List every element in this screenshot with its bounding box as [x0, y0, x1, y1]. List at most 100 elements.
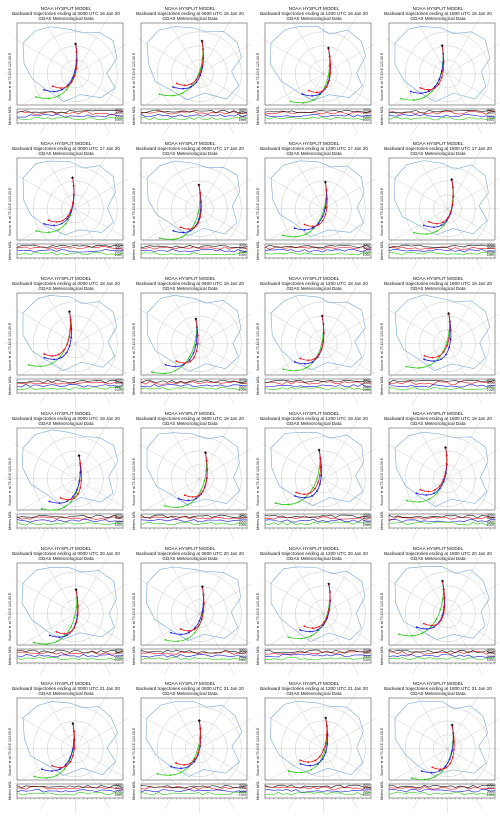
source-star-icon: ★	[326, 46, 330, 52]
height-line	[16, 518, 124, 523]
source-label: Source ★ at 75.10 E 123.00 E	[132, 52, 136, 101]
panel-header: NOAA HYSPLIT MODEL Backward trajectories …	[377, 546, 499, 561]
panel-title: Backward trajectories ending at 1800 UTC…	[384, 416, 492, 421]
height-tick: 1000	[486, 523, 494, 528]
height-tick: 4000	[238, 242, 246, 247]
height-tick: 4000	[114, 377, 122, 382]
trajectory-panel: NOAA HYSPLIT MODEL Backward trajectories …	[253, 141, 375, 273]
source-label: Source ★ at 75.10 E 123.00 E	[132, 322, 136, 371]
map-outline	[146, 160, 241, 237]
height-line	[388, 651, 496, 655]
source-label: Source ★ at 75.10 E 123.00 E	[132, 592, 136, 641]
height-line	[388, 791, 496, 796]
height-line	[264, 784, 372, 789]
height-tick-labels: 4000 3000 2000 1000	[233, 378, 246, 393]
height-tick-labels: 4000 3000 2000 1000	[357, 108, 370, 123]
height-tick: 2000	[486, 249, 494, 254]
height-line	[388, 521, 496, 526]
panel-header: NOAA HYSPLIT MODEL Backward trajectories …	[377, 411, 499, 426]
height-tick: 3000	[238, 111, 246, 116]
source-star-icon: ★	[440, 579, 444, 585]
model-name: NOAA HYSPLIT MODEL	[40, 681, 92, 686]
height-axis-label: Meters MSL	[132, 780, 136, 800]
met-data-label: GDAS Meteorological Data	[286, 691, 342, 696]
trajectory-plot: ★	[5, 546, 127, 678]
map-outline	[394, 160, 489, 236]
height-tick: 2000	[486, 384, 494, 389]
height-axis-label: Meters MSL	[132, 645, 136, 665]
trajectory-panel: NOAA HYSPLIT MODEL Backward trajectories …	[377, 411, 499, 543]
height-line	[140, 786, 248, 790]
source-label: Source ★ at 75.10 E 123.00 E	[380, 592, 384, 641]
height-tick: 1000	[238, 658, 246, 663]
height-tick: 3000	[486, 651, 494, 656]
model-name: NOAA HYSPLIT MODEL	[40, 6, 92, 11]
map-outline	[269, 26, 367, 102]
height-tick: 3000	[362, 651, 370, 656]
trajectory-panel: NOAA HYSPLIT MODEL Backward trajectories …	[129, 141, 251, 273]
height-line	[388, 251, 496, 256]
trajectory-plot: ★	[377, 546, 499, 678]
height-tick-labels: 4000 3000 2000 1000	[357, 513, 370, 528]
panel-header: NOAA HYSPLIT MODEL Backward trajectories …	[129, 276, 251, 291]
height-line	[16, 111, 124, 115]
source-star-icon: ★	[77, 453, 81, 459]
height-tick: 2000	[238, 654, 246, 659]
panel-header: NOAA HYSPLIT MODEL Backward trajectories …	[129, 546, 251, 561]
panel-header: NOAA HYSPLIT MODEL Backward trajectories …	[129, 411, 251, 426]
trajectory-plot: ★	[377, 141, 499, 273]
height-tick: 3000	[114, 246, 122, 251]
height-tick-labels: 4000 3000 2000 1000	[481, 783, 494, 798]
height-tick: 3000	[114, 381, 122, 386]
panel-header: NOAA HYSPLIT MODEL Backward trajectories …	[253, 411, 375, 426]
panel-title: Backward trajectories ending at 0600 UTC…	[136, 281, 244, 286]
trajectory-plot: ★	[253, 411, 375, 543]
height-tick: 1000	[362, 388, 370, 393]
map-outline	[270, 566, 366, 642]
height-axis-label: Meters MSL	[8, 375, 12, 395]
trajectory-panel: NOAA HYSPLIT MODEL Backward trajectories …	[129, 6, 251, 138]
trajectory-panel: NOAA HYSPLIT MODEL Backward trajectories …	[129, 546, 251, 678]
height-line	[264, 244, 372, 249]
trajectory-plot: ★	[5, 681, 127, 813]
panel-title: Backward trajectories ending at 1200 UTC…	[260, 146, 368, 151]
height-tick: 4000	[362, 647, 370, 652]
panel-title: Backward trajectories ending at 0000 UTC…	[12, 416, 120, 421]
height-tick: 3000	[486, 381, 494, 386]
panel-header: NOAA HYSPLIT MODEL Backward trajectories …	[5, 6, 127, 21]
panel-title: Backward trajectories ending at 0600 UTC…	[136, 416, 244, 421]
trajectory-panel: NOAA HYSPLIT MODEL Backward trajectories …	[129, 276, 251, 408]
source-label: Source ★ at 75.10 E 123.00 E	[380, 52, 384, 101]
height-line	[264, 381, 372, 385]
height-tick: 1000	[114, 118, 122, 123]
panel-title: Backward trajectories ending at 1800 UTC…	[384, 551, 492, 556]
source-star-icon: ★	[320, 314, 324, 320]
trajectory-plot: ★	[129, 276, 251, 408]
model-name: NOAA HYSPLIT MODEL	[40, 411, 92, 416]
source-star-icon: ★	[447, 311, 451, 317]
met-data-label: GDAS Meteorological Data	[162, 691, 218, 696]
trajectory-plot: ★	[5, 276, 127, 408]
source-label: Source ★ at 75.10 E 123.00 E	[8, 52, 12, 101]
panel-title: Backward trajectories ending at 1200 UTC…	[260, 416, 368, 421]
height-tick: 4000	[238, 512, 246, 517]
model-name: NOAA HYSPLIT MODEL	[40, 546, 92, 551]
map-outline	[394, 25, 491, 103]
model-name: NOAA HYSPLIT MODEL	[164, 546, 216, 551]
source-label: Source ★ at 75.10 E 123.00 E	[256, 457, 260, 506]
map-outline	[22, 160, 116, 236]
map-outline	[270, 294, 366, 371]
met-data-label: GDAS Meteorological Data	[286, 421, 342, 426]
height-tick: 3000	[238, 651, 246, 656]
height-tick: 4000	[238, 107, 246, 112]
height-tick: 1000	[114, 388, 122, 393]
height-line	[264, 651, 372, 655]
model-name: NOAA HYSPLIT MODEL	[288, 681, 340, 686]
height-tick: 3000	[238, 246, 246, 251]
source-star-icon: ★	[450, 177, 454, 183]
height-line	[16, 383, 124, 388]
height-axis-label: Meters MSL	[256, 375, 260, 395]
model-name: NOAA HYSPLIT MODEL	[164, 141, 216, 146]
height-line	[16, 786, 124, 790]
trajectory-panel: NOAA HYSPLIT MODEL Backward trajectories …	[5, 276, 127, 408]
